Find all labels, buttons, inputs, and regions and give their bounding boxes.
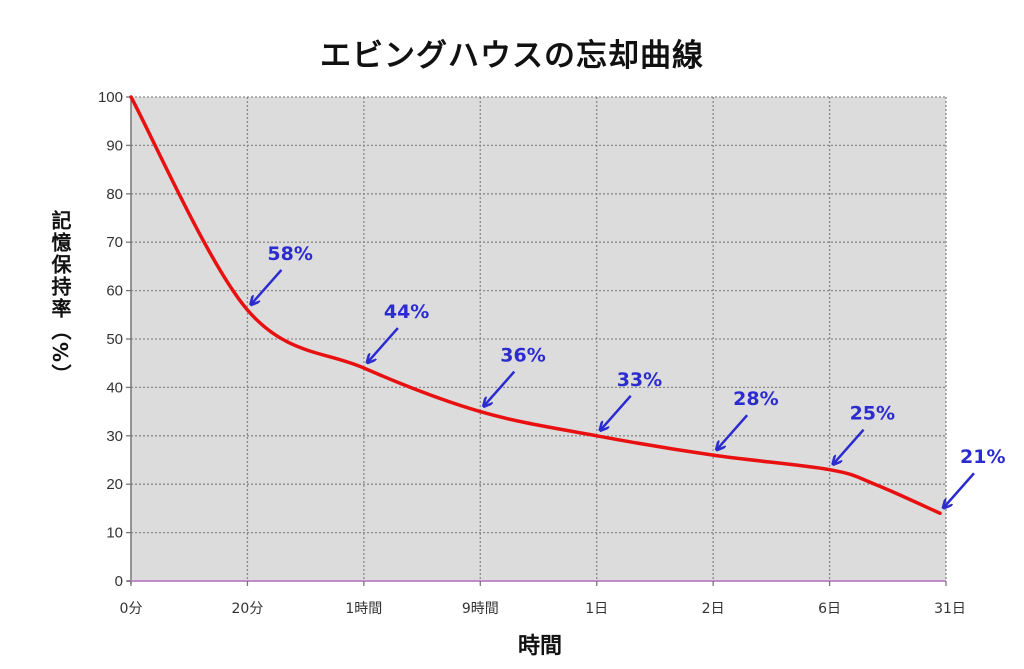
y-tick-label: 100 xyxy=(98,89,123,106)
y-tick-label: 90 xyxy=(106,137,123,154)
x-tick-label: 31日 xyxy=(934,601,966,617)
x-tick-label: 6日 xyxy=(818,601,841,617)
y-tick-label: 20 xyxy=(106,476,123,493)
annotations: 58% 44% 36% 33% 28% 25% 21% xyxy=(251,243,1005,507)
x-axis-ticks: 0分 20分 1時間 9時間 1日 2日 6日 31日 xyxy=(120,581,966,617)
x-tick-label: 1日 xyxy=(585,601,608,617)
y-tick-label: 50 xyxy=(106,331,123,348)
y-tick-label: 0 xyxy=(115,573,123,590)
gridlines xyxy=(131,96,947,581)
annotation-arrow xyxy=(944,472,975,507)
annotation-arrow xyxy=(834,428,865,464)
annotation-arrow xyxy=(251,269,283,304)
x-tick-label: 0分 xyxy=(120,601,143,617)
annotation-label: 25% xyxy=(850,403,895,425)
annotation-label: 28% xyxy=(733,388,778,410)
annotation-arrow xyxy=(717,414,749,449)
retention-curve-line xyxy=(129,95,942,515)
y-tick-label: 80 xyxy=(106,186,123,203)
annotation-arrow xyxy=(484,370,516,406)
y-tick-label: 70 xyxy=(106,234,123,251)
annotation-label: 36% xyxy=(500,345,545,367)
annotation-label: 21% xyxy=(960,446,1005,468)
x-axis-label: 時間 xyxy=(517,634,562,659)
chart-title: エビングハウスの忘却曲線 xyxy=(320,38,704,74)
y-tick-label: 10 xyxy=(106,525,123,542)
x-tick-label: 20分 xyxy=(232,601,264,617)
axes xyxy=(127,97,946,584)
y-tick-label: 60 xyxy=(106,283,123,300)
y-axis-label: 記憶保持率（%） xyxy=(48,210,72,387)
annotation-label: 44% xyxy=(384,301,429,323)
y-tick-label: 30 xyxy=(106,428,123,445)
x-tick-label: 1時間 xyxy=(345,601,382,617)
annotation-arrow xyxy=(601,394,632,430)
y-tick-label: 40 xyxy=(106,379,123,396)
annotation-label: 33% xyxy=(617,369,662,391)
plot-area xyxy=(131,97,946,581)
annotation-label: 58% xyxy=(267,243,312,265)
x-tick-label: 9時間 xyxy=(462,601,499,617)
x-tick-label: 2日 xyxy=(702,601,725,617)
y-axis-ticks: 0 10 20 30 40 50 60 70 80 90 100 xyxy=(98,89,131,590)
annotation-arrow xyxy=(368,327,399,362)
